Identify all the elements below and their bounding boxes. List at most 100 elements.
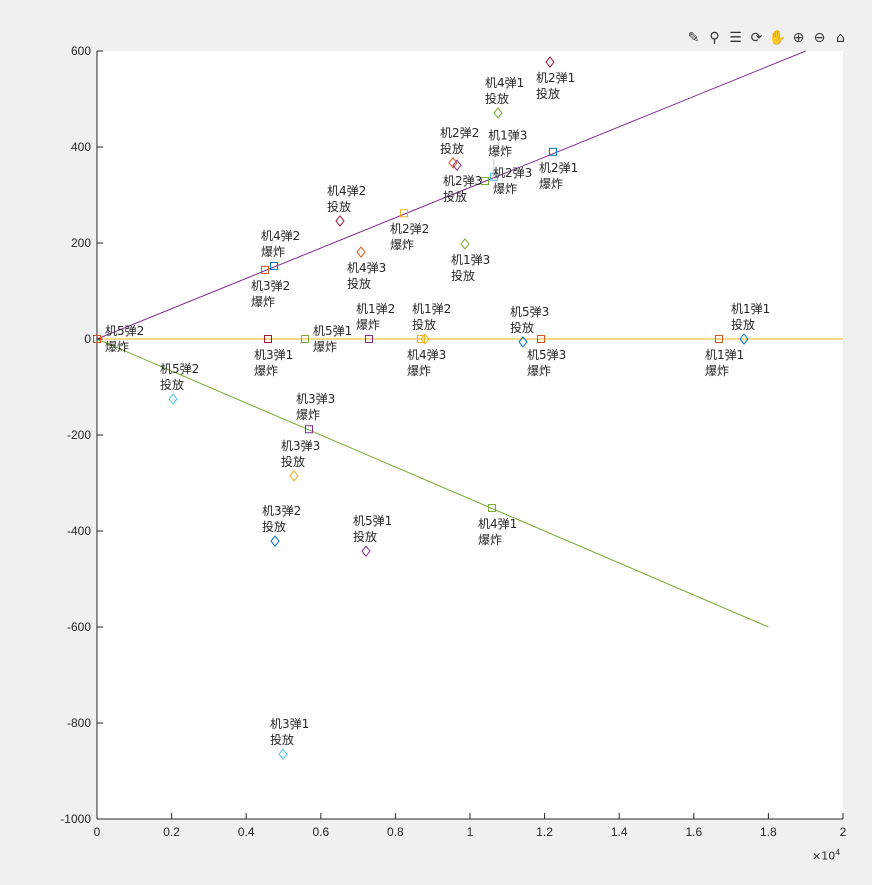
point-label-group: 机3弹3 爆炸 (296, 392, 335, 422)
point-kind-label: 投放 (347, 276, 371, 291)
point-label: 机3弹2 (262, 504, 301, 518)
point-label: 机1弹3 (451, 253, 490, 267)
point-label: 机5弹3 (527, 348, 566, 362)
explode-marker (260, 265, 269, 274)
x-tick-label: 0.8 (387, 825, 404, 839)
point-label: 机4弹2 (261, 229, 300, 243)
point-label-group: 机1弹1 爆炸 (705, 348, 744, 378)
zoom-out-icon[interactable]: ⊖ (813, 30, 826, 46)
point-label-group: 机4弹3 爆炸 (407, 348, 446, 378)
explode-marker (416, 335, 425, 343)
release-marker (420, 333, 430, 345)
point-kind-label: 爆炸 (705, 364, 729, 378)
point-kind-label: 投放 (485, 91, 509, 106)
brush-icon[interactable]: ✎ (687, 30, 700, 46)
point-label: 机3弹1 (270, 717, 309, 731)
y-tick-label: 0 (84, 332, 91, 346)
rotate-icon[interactable]: ⟳ (750, 30, 763, 46)
release-marker (493, 107, 503, 119)
x-exponent-base: ×10 (812, 849, 836, 863)
point-label: 机2弹2 (390, 222, 429, 236)
point-label: 机2弹1 (536, 71, 575, 85)
line-lower (96, 338, 769, 628)
legend-icon[interactable]: ☰ (729, 30, 742, 46)
point-kind-label: 投放 (353, 529, 377, 544)
point-label: 机2弹1 (539, 161, 578, 175)
x-tick-label: 1 (467, 825, 474, 839)
point-label: 机3弹3 (281, 439, 320, 453)
x-tick-label: 1.8 (760, 825, 777, 839)
explode-marker (305, 425, 314, 434)
point-label: 机5弹1 (313, 324, 352, 338)
release-marker (335, 215, 345, 227)
release-marker (452, 159, 462, 172)
point-label: 机2弹3 (443, 174, 482, 188)
point-label: 机2弹2 (440, 126, 479, 140)
point-label: 机5弹2 (105, 324, 144, 338)
point-kind-label: 投放 (536, 86, 560, 101)
point-kind-label: 爆炸 (254, 364, 278, 378)
y-tick-label: -1000 (60, 812, 91, 826)
explode-marker (263, 335, 272, 343)
explode-marker (480, 177, 489, 186)
y-tick-label: 200 (71, 236, 91, 250)
zoom-in-icon[interactable]: ⊕ (792, 30, 805, 46)
x-tick-label: 2 (840, 825, 847, 839)
home-icon[interactable]: ⌂ (836, 30, 845, 46)
explode-marker (536, 335, 545, 343)
point-label: 机1弹2 (412, 302, 451, 316)
point-label: 机4弹2 (327, 184, 366, 198)
x-tick-label: 0 (94, 825, 101, 839)
point-kind-label: 投放 (451, 268, 475, 283)
x-tick-label: 0.2 (163, 825, 180, 839)
pan-icon[interactable]: ✋ (768, 30, 787, 46)
release-marker (356, 246, 366, 258)
point-label: 机3弹3 (296, 392, 335, 406)
explode-marker (300, 335, 309, 343)
x-tick-label: 0.6 (312, 825, 329, 839)
point-label-group: 机1弹2 爆炸 (356, 302, 395, 332)
release-marker (739, 333, 749, 345)
point-kind-label: 投放 (262, 519, 286, 534)
x-tick-label: 1.6 (685, 825, 702, 839)
explode-marker (488, 503, 497, 512)
point-label-group: 机2弹2 爆炸 (390, 222, 429, 252)
point-kind-label: 投放 (160, 377, 184, 392)
line-upper (96, 50, 806, 340)
release-marker (460, 238, 470, 250)
point-kind-label: 爆炸 (313, 340, 337, 354)
point-label: 机3弹2 (251, 279, 290, 293)
data-cursor-icon[interactable]: ⚲ (709, 30, 720, 46)
y-tick-label: -200 (67, 428, 91, 442)
explode-marker (548, 147, 557, 156)
point-label: 机5弹3 (510, 305, 549, 319)
figure-toolbar: ✎ ⚲ ☰ ⟳ ✋ ⊕ ⊖ ⌂ (684, 29, 850, 48)
point-kind-label: 投放 (443, 189, 467, 204)
point-kind-label: 爆炸 (105, 340, 129, 354)
point-label: 机4弹1 (478, 517, 517, 531)
x-tick-label: 0.4 (238, 825, 255, 839)
point-kind-label: 爆炸 (356, 318, 380, 332)
point-kind-label: 爆炸 (488, 145, 512, 159)
point-label-group: 机1弹3 爆炸 (488, 129, 527, 159)
x-exponent-power: 4 (835, 848, 841, 857)
point-kind-label: 爆炸 (478, 533, 502, 547)
point-label-group: 机4弹1 爆炸 (478, 517, 517, 547)
point-label: 机2弹3 (493, 166, 532, 180)
point-label: 机1弹3 (488, 129, 527, 143)
point-label: 机1弹1 (705, 348, 744, 362)
point-label-group: 机5弹3 爆炸 (527, 348, 566, 378)
point-kind-label: 爆炸 (527, 364, 551, 378)
